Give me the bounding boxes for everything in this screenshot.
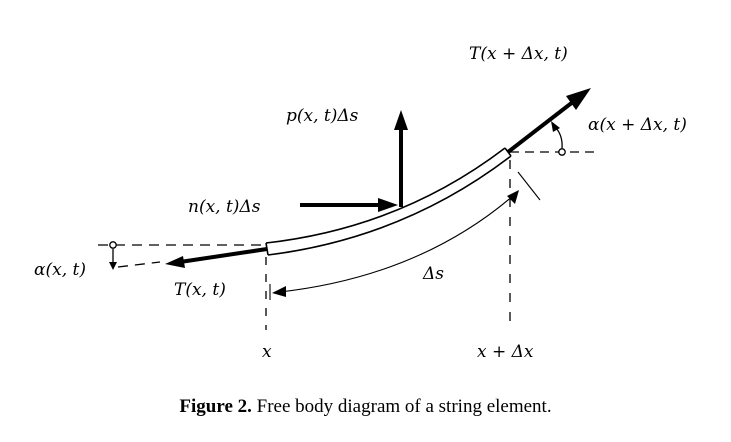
- caption-number: Figure 2.: [179, 396, 252, 417]
- figure-caption: Figure 2. Free body diagram of a string …: [0, 396, 731, 418]
- arc-length-dimension: [269, 171, 541, 300]
- x-axis-label-x-plus-dx: x + Δx: [477, 342, 534, 362]
- pressure-force-label: p(x, t)Δs: [286, 106, 359, 126]
- tension-right-arrow: [506, 88, 591, 154]
- pressure-force-arrow: [394, 110, 408, 207]
- x-axis-label-x: x: [262, 342, 272, 362]
- angle-right-marker: [510, 121, 598, 156]
- angle-right-label: α(x + Δx, t): [588, 115, 687, 135]
- tension-left-label: T(x, t): [174, 280, 226, 300]
- arc-length-label: Δs: [422, 264, 444, 284]
- tension-right-label: T(x + Δx, t): [469, 44, 568, 64]
- normal-force-label: n(x, t)Δs: [188, 197, 261, 217]
- string-element: [265, 147, 512, 256]
- caption-text: Free body diagram of a string element.: [251, 396, 552, 417]
- normal-force-arrow: [300, 198, 398, 212]
- tension-left-arrow: [165, 247, 268, 268]
- angle-left-marker: [98, 241, 262, 270]
- angle-left-label: α(x, t): [34, 260, 86, 280]
